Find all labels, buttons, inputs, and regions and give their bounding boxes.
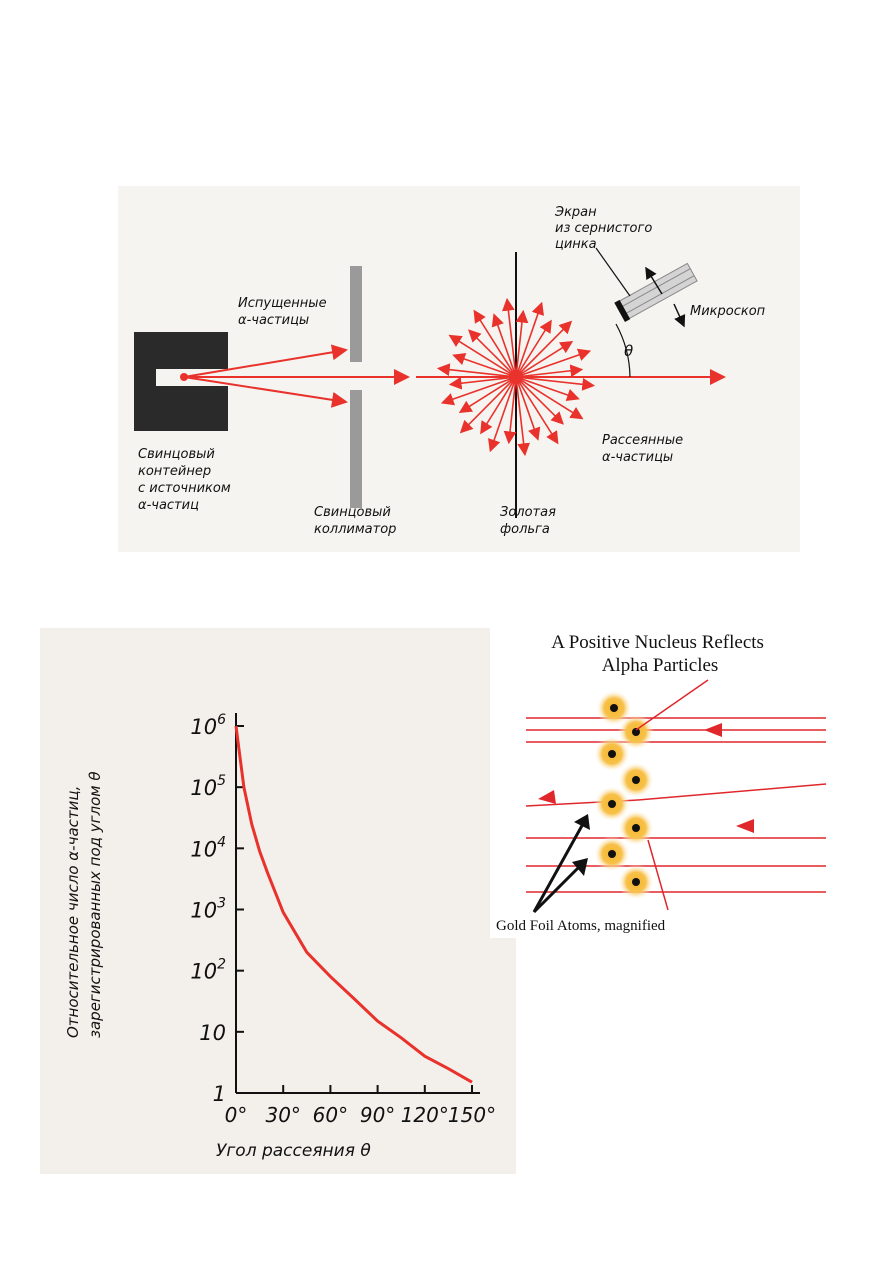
theta-arc [615, 323, 631, 378]
y-tick-label: 102 [190, 957, 226, 984]
scattered-ray-2 [515, 376, 580, 402]
x-tick-label: 120° [401, 1103, 449, 1127]
y-tick-label: 103 [190, 896, 226, 923]
ray-arrow-left-2 [538, 790, 556, 804]
atom-nucleus-5 [608, 800, 616, 808]
atom-nucleus-3 [608, 750, 616, 758]
theta-label: θ [624, 342, 633, 360]
scattered-ray-27 [515, 348, 592, 378]
scattered-ray-6 [515, 376, 541, 441]
ray-arrow-left-3 [736, 819, 754, 833]
microscope-move-up-arrow [645, 266, 663, 295]
atom-nucleus-7 [608, 850, 616, 858]
ray-arrow-left-1 [704, 723, 722, 737]
setup-svg: θ Экран из сернистого цинка Испущенные α… [134, 205, 766, 537]
rutherford-setup-diagram: θ Экран из сернистого цинка Испущенные α… [118, 186, 800, 552]
scattered-ray-1 [515, 376, 596, 391]
scattered-ray-15 [436, 363, 517, 378]
scattered-ray-28 [515, 364, 584, 378]
scattered-ray-9 [488, 376, 517, 453]
nucleus-title: A Positive Nucleus Reflects Alpha Partic… [551, 632, 768, 676]
caption-arrowhead-1 [574, 814, 590, 830]
title-pointer [635, 679, 709, 731]
collimator-top [350, 266, 362, 362]
ray-reflected-upper [637, 783, 827, 801]
nucleus-caption: Gold Foil Atoms, magnified [496, 918, 666, 934]
caption-pointer-red [647, 839, 669, 911]
caption-arrowhead-2 [572, 858, 588, 876]
scattered-ray-16 [452, 352, 517, 378]
scattered-ray-17 [448, 334, 517, 378]
atom-nucleus-1 [610, 704, 618, 712]
y-tick-label: 1 [213, 1082, 226, 1106]
gold-atoms [594, 690, 654, 900]
caption-arrow-2 [532, 862, 584, 914]
emitted-label: Испущенные α-частицы [238, 296, 331, 328]
scattered-ray-4 [515, 376, 564, 425]
microscope [614, 262, 698, 323]
scattered-ray-8 [503, 376, 517, 445]
collimator-label: Свинцовый коллиматор [314, 505, 396, 537]
nucleus-svg: A Positive Nucleus Reflects Alpha Partic… [496, 632, 827, 934]
scattered-ray-13 [440, 376, 517, 406]
scattered-ray-14 [448, 376, 517, 390]
atom-nucleus-8 [632, 878, 640, 886]
emitted-ray-upper [183, 344, 348, 378]
nucleus-reflection-diagram: A Positive Nucleus Reflects Alpha Partic… [490, 628, 830, 938]
emitted-ray-lower [183, 376, 348, 408]
y-tick-label: 10 [199, 1021, 226, 1045]
scattered-ray-21 [502, 297, 517, 378]
chart-svg: Относительное число α-частиц, зарегистри… [64, 712, 496, 1161]
x-ticks: 0° 30° 60° 90° 120° 150° [225, 1085, 496, 1127]
screen-pointer [595, 247, 631, 297]
foil-label: Золотая фольга [500, 505, 560, 537]
microscope-move-down-arrow [673, 303, 686, 328]
microscope-label: Микроскоп [690, 304, 766, 319]
atom-nucleus-2 [632, 728, 640, 736]
container-label: Свинцовый контейнер с источником α-части… [138, 447, 235, 513]
scattered-ray-22 [515, 309, 529, 378]
scattered-ray-23 [515, 301, 544, 378]
x-tick-label: 30° [265, 1103, 300, 1127]
atom-nucleus-6 [632, 824, 640, 832]
y-tick-label: 104 [190, 834, 226, 861]
x-tick-label: 60° [313, 1103, 348, 1127]
screen-label: Экран из сернистого цинка [554, 205, 656, 252]
scattering-curve [234, 725, 473, 1084]
scattered-ray-11 [459, 376, 517, 434]
scattered-ray-20 [491, 313, 517, 378]
scattering-chart: Относительное число α-частиц, зарегистри… [40, 628, 516, 1174]
collimator-bottom [350, 390, 362, 508]
scattered-ray-7 [515, 376, 530, 457]
y-tick-label: 105 [190, 773, 226, 800]
x-axis-label: Угол рассеяния θ [216, 1141, 371, 1161]
scattered-ray-10 [480, 376, 517, 435]
scattered-ray-19 [473, 309, 517, 378]
scattered-ray-5 [515, 376, 559, 445]
scattered-ray-12 [458, 376, 517, 414]
caption-arrow-1 [532, 821, 586, 913]
scattered-ray-26 [515, 340, 574, 378]
x-tick-label: 0° [225, 1103, 248, 1127]
scattered-rays [436, 297, 596, 457]
scattered-label: Рассеянные α-частицы [602, 433, 687, 465]
lead-container [134, 332, 228, 431]
scattered-ray-18 [468, 329, 517, 378]
x-tick-label: 90° [360, 1103, 395, 1127]
x-tick-label: 150° [448, 1103, 496, 1127]
scattered-ray-3 [515, 376, 584, 420]
atom-nucleus-4 [632, 776, 640, 784]
scattered-ray-24 [515, 319, 552, 378]
scattered-ray-25 [515, 320, 573, 378]
y-axis-label: Относительное число α-частиц, зарегистри… [64, 771, 104, 1038]
scatter-center [509, 370, 523, 384]
y-tick-label: 106 [190, 712, 226, 739]
